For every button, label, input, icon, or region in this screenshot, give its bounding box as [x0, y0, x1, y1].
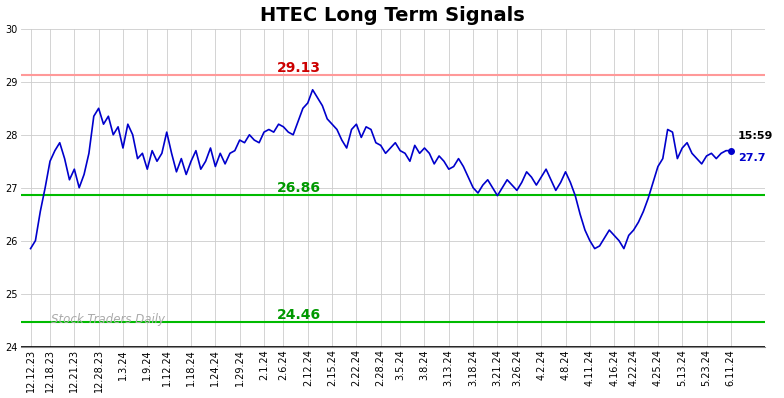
Title: HTEC Long Term Signals: HTEC Long Term Signals: [260, 6, 525, 25]
Text: 27.7: 27.7: [739, 153, 766, 163]
Text: Stock Traders Daily: Stock Traders Daily: [51, 313, 165, 326]
Text: 26.86: 26.86: [277, 181, 321, 195]
Text: 24.46: 24.46: [277, 308, 321, 322]
Text: 29.13: 29.13: [277, 61, 321, 75]
Text: 15:59: 15:59: [739, 131, 774, 141]
